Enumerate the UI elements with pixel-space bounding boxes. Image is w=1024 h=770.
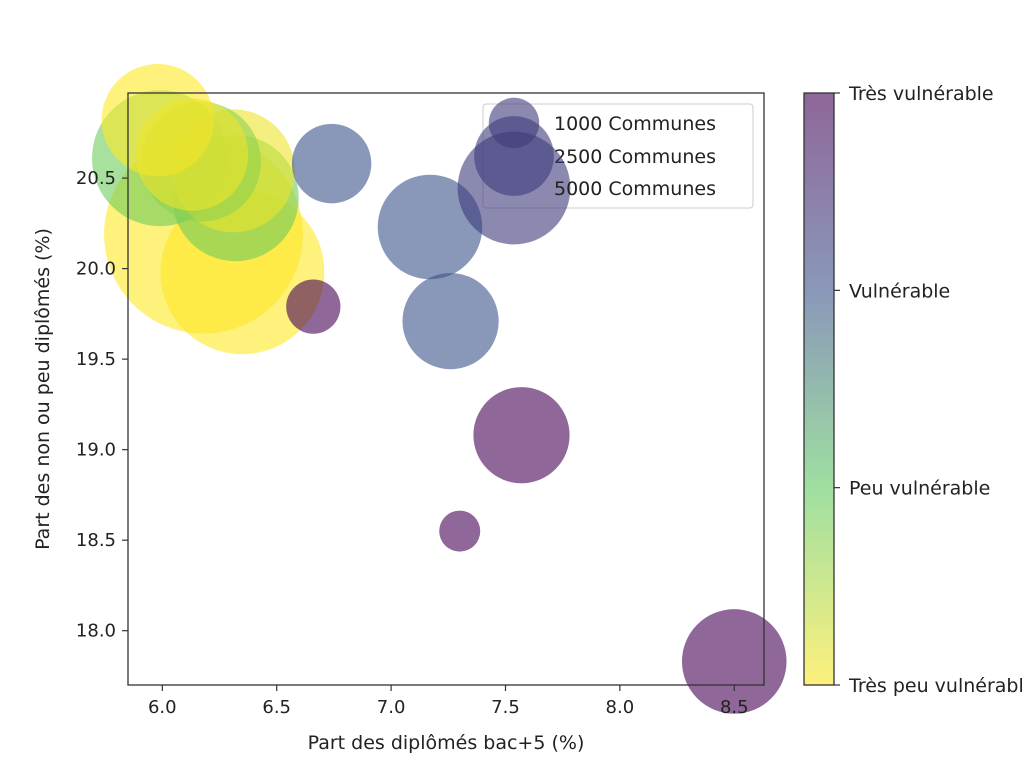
- data-point: [377, 174, 483, 280]
- data-point: [681, 609, 787, 714]
- legend-label: 5000 Communes: [554, 178, 716, 200]
- y-tick-label: 20.0: [76, 259, 116, 280]
- y-tick-label: 18.0: [76, 621, 116, 642]
- legend-label: 2500 Communes: [554, 146, 716, 168]
- x-axis-label: Part des diplômés bac+5 (%): [308, 732, 585, 754]
- data-points: [92, 63, 787, 714]
- data-point: [439, 510, 481, 552]
- plot-frame: [127, 92, 765, 686]
- x-tick-label: 8.0: [606, 697, 635, 718]
- colorbar-gradient: [804, 93, 834, 685]
- size-legend: 1000 Communes 2500 Communes 5000 Communes: [457, 97, 754, 245]
- x-tick-label: 6.5: [262, 697, 291, 718]
- x-axis-ticks: 6.0 6.5 7.0 7.5 8.0 8.5: [148, 685, 749, 718]
- colorbar-tick-label: Vulnérable: [849, 280, 950, 302]
- data-point: [473, 387, 570, 484]
- colorbar: Très vulnérable Vulnérable Peu vulnérable T…: [803, 83, 1024, 697]
- y-tick-label: 19.5: [76, 349, 116, 370]
- y-tick-label: 18.5: [76, 530, 116, 551]
- colorbar-tick-label: Peu vulnérable: [849, 478, 990, 500]
- y-axis-label: Part des non ou peu diplômés (%): [32, 228, 54, 550]
- x-tick-label: 7.0: [377, 697, 406, 718]
- data-point: [135, 98, 249, 211]
- x-tick-label: 6.0: [148, 697, 177, 718]
- colorbar-tick-label: Très vulnérable: [848, 83, 994, 105]
- legend-label: 1000 Communes: [554, 113, 716, 135]
- data-point: [286, 279, 341, 334]
- data-point: [402, 273, 499, 370]
- colorbar-frame: [803, 92, 835, 686]
- data-point: [291, 123, 372, 204]
- y-axis-ticks: 18.0 18.5 19.0 19.5 20.0 20.5: [76, 168, 128, 642]
- x-tick-label: 7.5: [491, 697, 520, 718]
- x-tick-label: 8.5: [720, 697, 749, 718]
- y-tick-label: 19.0: [76, 440, 116, 461]
- legend-marker: [457, 131, 571, 245]
- y-tick-label: 20.5: [76, 168, 116, 189]
- colorbar-tick-label: Très peu vulnérable: [848, 675, 1024, 697]
